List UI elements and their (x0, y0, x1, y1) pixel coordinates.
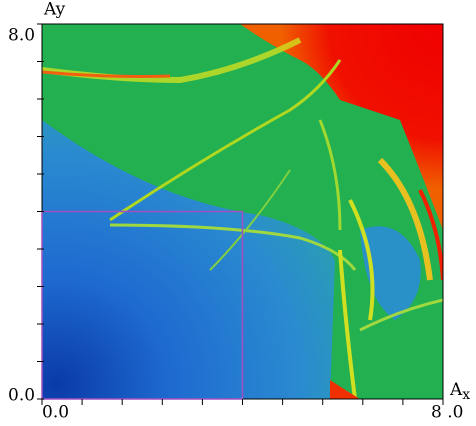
y-tick-label: 0.0 (8, 386, 35, 406)
y-tick-label: 8.0 (8, 26, 35, 46)
x-tick-label: 0.0 (42, 403, 69, 423)
heatmap-image (42, 24, 443, 399)
x-tick-label: 8 .0 (431, 403, 463, 423)
highlight-box (41, 210, 244, 400)
x-axis-label-sub: x (462, 387, 470, 403)
x-axis-label-main: A (449, 380, 463, 400)
x-axis-label: Ax (449, 380, 470, 404)
y-axis-label: Ay (43, 0, 66, 20)
